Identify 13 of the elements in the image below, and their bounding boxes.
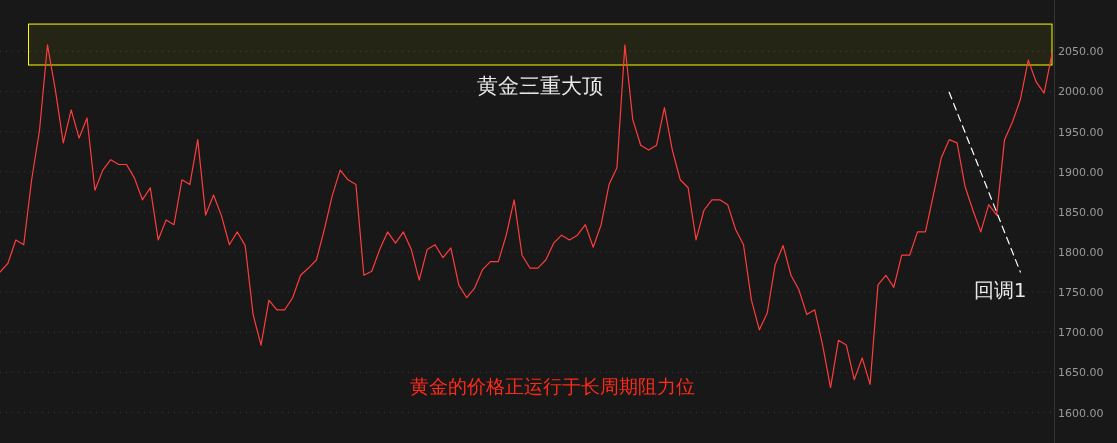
- annotation: 黄金的价格正运行于长周期阻力位: [409, 375, 695, 397]
- y-tick-label: 1700.00: [1058, 326, 1104, 340]
- y-tick-label: 1650.00: [1058, 366, 1104, 380]
- band-label: 黄金三重大顶: [477, 74, 604, 99]
- y-tick-label: 2050.00: [1058, 45, 1104, 59]
- y-tick-label: 2000.00: [1058, 85, 1104, 99]
- annotation: 回调1: [973, 278, 1027, 302]
- y-tick-label: 1950.00: [1058, 125, 1104, 139]
- y-tick-label: 1600.00: [1058, 406, 1104, 420]
- y-tick-label: 1750.00: [1058, 286, 1104, 300]
- y-tick-label: 1850.00: [1058, 205, 1104, 219]
- y-tick-label: 1800.00: [1058, 246, 1104, 259]
- y-tick-label: 1900.00: [1058, 165, 1104, 179]
